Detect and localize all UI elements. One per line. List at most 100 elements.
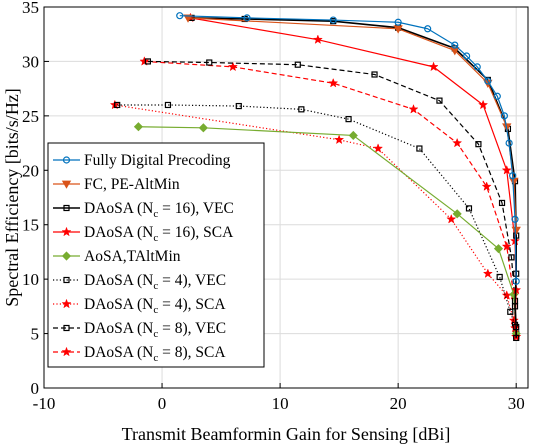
x-tick-label: -10	[33, 394, 56, 413]
data-point	[478, 99, 489, 110]
data-point	[436, 97, 443, 104]
y-tick-label: 15	[22, 216, 39, 235]
x-tick-label: 20	[390, 394, 407, 413]
y-tick-label: 10	[22, 270, 39, 289]
legend-label: DAoSA (Nc = 8), VEC	[84, 320, 226, 340]
data-point	[371, 71, 378, 78]
data-point	[298, 106, 305, 113]
legend-entry: Fully Digital Precoding	[53, 152, 231, 169]
series-lines	[109, 12, 522, 342]
legend-marker	[61, 251, 72, 261]
legend-entry: DAoSA (Nc = 16), SCA	[53, 224, 234, 244]
data-point	[235, 102, 242, 110]
data-point	[511, 303, 519, 310]
legend-label: FC, PE-AltMin	[84, 176, 180, 193]
data-point	[452, 209, 462, 219]
legend-entry: DAoSA (Nc = 4), VEC	[53, 272, 226, 292]
legend-marker	[61, 346, 72, 357]
x-tick-label: 0	[158, 394, 167, 413]
legend-marker	[61, 298, 72, 309]
data-point	[243, 14, 251, 22]
legend-entry: DAoSA (Nc = 4), SCA	[53, 296, 226, 316]
legend-entry: FC, PE-AltMin	[53, 176, 180, 193]
data-point	[312, 34, 323, 44]
data-point	[206, 59, 213, 66]
data-point	[482, 268, 493, 279]
data-point	[496, 273, 503, 281]
data-point	[493, 92, 501, 100]
legend-entry: DAoSA (Nc = 16), VEC	[53, 200, 234, 220]
data-point	[328, 77, 339, 88]
data-point	[513, 323, 520, 331]
data-point	[509, 172, 517, 180]
series-line	[114, 104, 517, 337]
data-point	[465, 205, 473, 212]
legend-marker	[63, 324, 70, 332]
y-tick-label: 20	[22, 161, 39, 180]
data-point	[463, 52, 471, 60]
series-1	[176, 12, 520, 285]
data-point	[452, 137, 463, 148]
data-point	[481, 181, 492, 191]
data-point	[451, 41, 459, 49]
data-point	[501, 290, 512, 300]
legend-label: DAoSA (Nc = 4), VEC	[84, 272, 226, 292]
x-tick-label: 30	[508, 394, 525, 413]
data-point	[394, 18, 402, 26]
plot-frame	[43, 6, 529, 389]
data-point	[505, 139, 513, 147]
data-point	[512, 277, 520, 285]
legend-label: AoSA,TAltMin	[84, 248, 181, 265]
data-point	[493, 244, 504, 254]
series-line	[147, 60, 517, 334]
legend-entry: AoSA,TAltMin	[53, 248, 181, 265]
legend-label: DAoSA (Nc = 16), VEC	[84, 200, 234, 220]
y-tick-label: 30	[22, 52, 39, 71]
data-point	[144, 58, 151, 65]
data-point	[164, 101, 172, 109]
data-point	[329, 16, 337, 24]
data-point	[416, 145, 423, 152]
data-point	[408, 103, 419, 114]
y-tick-label: 0	[31, 379, 40, 398]
legend-marker	[62, 156, 71, 164]
data-point	[348, 130, 358, 141]
data-point	[139, 56, 150, 66]
legend-box	[47, 142, 265, 368]
data-point	[198, 123, 208, 133]
y-tick-label: 35	[22, 0, 39, 17]
legend-label: DAoSA (Nc = 16), SCA	[84, 224, 234, 244]
data-point	[345, 116, 352, 123]
data-point	[227, 61, 238, 72]
series-line	[179, 15, 517, 282]
y-tick-label: 25	[22, 107, 39, 126]
data-point	[133, 122, 144, 132]
data-point	[373, 143, 384, 153]
data-point	[334, 134, 345, 145]
data-point	[513, 334, 520, 342]
legend-label: DAoSA (Nc = 4), SCA	[84, 296, 226, 316]
data-point	[511, 215, 519, 223]
legend-label: DAoSA (Nc = 8), SCA	[84, 344, 226, 364]
data-point	[473, 63, 481, 71]
data-point	[475, 141, 482, 148]
x-tick-label: 10	[272, 394, 289, 413]
data-point	[501, 164, 512, 175]
data-point	[507, 308, 514, 315]
legend-marker	[61, 226, 72, 237]
x-axis-label: Transmit Beamformin Gain for Sensing [dB…	[122, 424, 451, 444]
y-tick-label: 5	[31, 325, 40, 344]
legend-marker	[61, 180, 72, 189]
legend-entry: DAoSA (Nc = 8), SCA	[53, 344, 226, 364]
data-point	[294, 61, 301, 68]
data-point	[446, 213, 457, 224]
legend-marker	[63, 204, 70, 212]
data-point	[424, 25, 432, 33]
data-point	[508, 254, 515, 261]
data-point	[511, 226, 521, 235]
data-point	[500, 112, 508, 120]
data-point	[484, 77, 492, 85]
